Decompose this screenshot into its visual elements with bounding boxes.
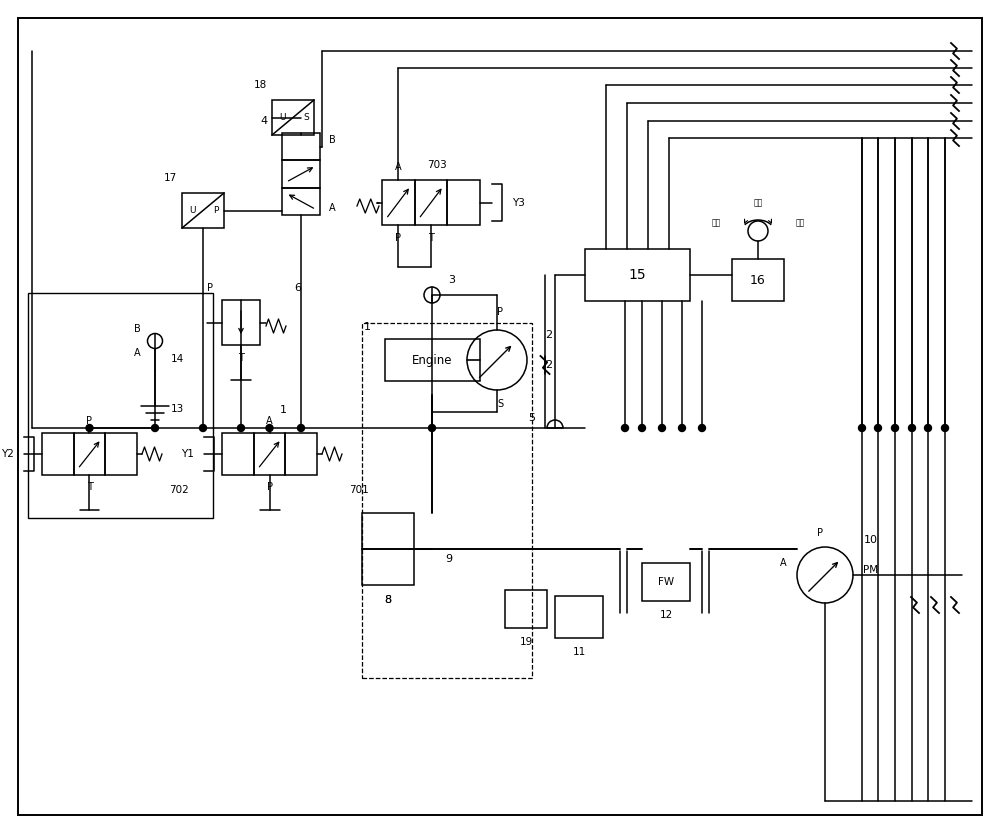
Text: 16: 16 [750,273,766,287]
Text: 下放: 下放 [711,218,721,227]
Bar [182,193,224,228]
Text: A: A [395,162,402,172]
Bar [362,323,532,678]
Text: A: A [134,348,140,358]
Bar [282,133,320,160]
Bar [282,160,320,187]
Bar [74,433,105,475]
Bar [415,180,447,225]
Text: Y3: Y3 [512,197,524,207]
Circle shape [428,425,436,431]
Text: P: P [266,482,272,492]
Text: 12: 12 [659,610,673,620]
Text: S: S [497,399,503,409]
Text: B: B [134,324,140,334]
Text: 702: 702 [169,485,189,495]
Circle shape [678,425,686,431]
Text: 19: 19 [519,637,533,647]
Bar [285,433,317,475]
Text: 1: 1 [279,405,286,415]
Text: P: P [395,233,401,243]
Circle shape [941,425,948,431]
Circle shape [152,425,158,431]
Text: P: P [207,283,213,293]
Text: S: S [303,113,309,122]
Circle shape [298,425,304,431]
Text: PM: PM [863,565,879,575]
Bar [222,300,260,345]
Text: P: P [497,307,503,317]
Circle shape [238,425,244,431]
Text: FW: FW [658,577,674,587]
Text: 3: 3 [449,275,456,285]
Text: 18: 18 [253,80,267,90]
Circle shape [622,425,629,431]
Bar [447,180,480,225]
Text: 8: 8 [384,595,392,605]
Circle shape [658,425,666,431]
Circle shape [200,425,207,431]
Circle shape [908,425,915,431]
Text: P: P [213,206,219,215]
Bar [254,433,285,475]
Circle shape [892,425,898,431]
Text: 8: 8 [384,595,392,605]
Text: 2: 2 [545,330,553,340]
Text: P: P [817,528,823,538]
Text: P: P [86,416,92,426]
Text: 5: 5 [528,413,535,423]
Bar [385,339,480,381]
Bar [555,596,603,638]
Circle shape [639,425,646,431]
Circle shape [874,425,882,431]
Text: 4: 4 [260,116,268,126]
Bar [222,433,254,475]
Text: 15: 15 [629,268,646,282]
Text: 14: 14 [170,354,184,364]
Text: A: A [780,558,786,568]
Bar [505,590,547,628]
Circle shape [266,425,273,431]
Text: 9: 9 [445,554,453,564]
Circle shape [924,425,931,431]
Text: 停止: 停止 [753,198,763,207]
Text: 提升: 提升 [795,218,805,227]
Text: Y1: Y1 [181,449,193,459]
Text: 10: 10 [864,535,878,545]
Text: Y2: Y2 [1,449,13,459]
Text: 2: 2 [545,360,553,370]
Text: B: B [329,135,335,145]
Text: Engine: Engine [412,353,453,367]
Bar [362,513,414,585]
Bar [382,180,415,225]
Bar [642,563,690,601]
Text: A: A [329,203,335,213]
Bar [42,433,74,475]
Text: 17: 17 [163,173,177,183]
Bar [732,259,784,301]
Text: 6: 6 [294,283,302,293]
Bar [282,187,320,215]
Text: A: A [266,416,273,426]
Text: 1: 1 [364,322,370,332]
Text: T: T [238,353,244,363]
Circle shape [698,425,706,431]
Text: U: U [189,206,195,215]
Text: 13: 13 [170,404,184,414]
Circle shape [858,425,865,431]
Text: U: U [279,113,285,122]
Text: 701: 701 [349,485,369,495]
Bar [28,293,213,518]
Circle shape [86,425,93,431]
Bar [105,433,137,475]
Text: T: T [87,482,92,492]
Text: 703: 703 [427,160,447,170]
Bar [272,100,314,135]
Text: 11: 11 [572,647,586,657]
Text: T: T [428,233,434,243]
Bar [585,249,690,301]
